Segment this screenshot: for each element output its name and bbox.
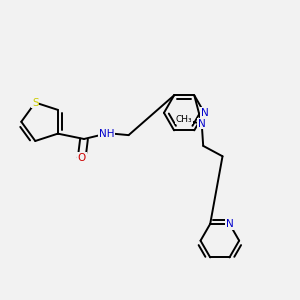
Text: N: N [200, 108, 208, 118]
Text: CH₃: CH₃ [176, 115, 192, 124]
Text: NH: NH [99, 129, 114, 139]
Text: N: N [198, 118, 206, 129]
Text: S: S [32, 98, 39, 107]
Text: N: N [226, 219, 233, 229]
Text: O: O [77, 153, 86, 163]
